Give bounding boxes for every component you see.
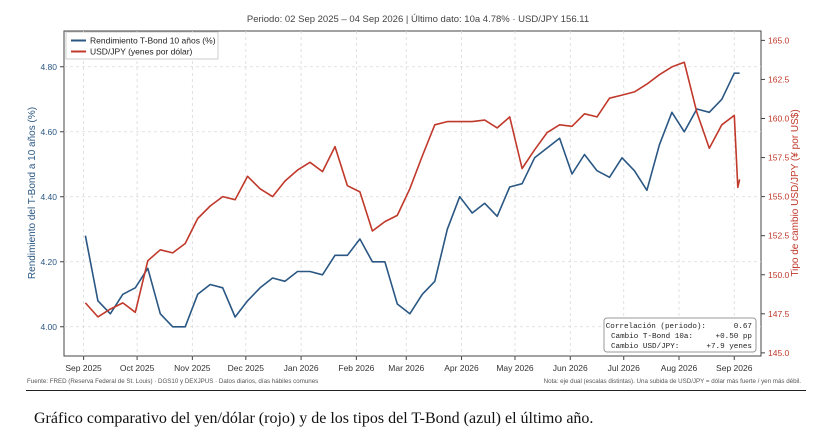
stats-box: Correlación (periodo): 0.67 Cambio T-Bon…	[603, 317, 757, 353]
y-left-tick-label: 4.40	[40, 192, 57, 202]
x-tick-label: Aug 2026	[661, 363, 698, 373]
y-left-tick-label: 4.80	[40, 62, 57, 72]
y-left-tick-label: 4.00	[40, 322, 57, 332]
y-right-tick-label: 147.5	[768, 309, 790, 319]
y-right-tick-label: 162.5	[768, 74, 790, 84]
x-tick-label: Mar 2026	[388, 363, 424, 373]
footer-note: Nota: eje dual (escalas distintas). Una …	[544, 378, 802, 385]
legend: Rendimiento T-Bond 10 años (%) USD/JPY (…	[65, 31, 219, 60]
footer-source: Fuente: FRED (Reserva Federal de St. Lou…	[27, 378, 318, 385]
x-tick-label: Feb 2026	[338, 363, 374, 373]
y-right-tick-label: 165.0	[768, 35, 790, 45]
series-line-usdjpy	[84, 61, 741, 318]
series-layer	[84, 61, 741, 328]
x-tick-label: Nov 2025	[174, 363, 211, 373]
x-tick-label: Sep 2025	[65, 363, 102, 373]
y-left-tick-label: 4.20	[40, 257, 57, 267]
x-tick-label: Jan 2026	[284, 363, 319, 373]
x-tick-label: Jul 2026	[608, 363, 640, 373]
x-tick-label: Oct 2025	[120, 363, 155, 373]
legend-label-usdjpy: USD/JPY (yenes por dólar)	[90, 47, 193, 57]
y-right-tick-label: 150.0	[768, 270, 790, 280]
stats-label-tbond: Cambio T-Bond 10a:	[611, 333, 693, 341]
y-right-tick-label: 145.0	[768, 348, 790, 358]
plot-frame	[63, 30, 762, 357]
stats-box-frame	[603, 317, 757, 353]
chart-title: Periodo: 02 Sep 2025 – 04 Sep 2026 | Últ…	[247, 14, 589, 25]
stats-value-usdjpy: +7.9 yenes	[706, 343, 752, 351]
caption: Gráfico comparativo del yen/dólar (rojo)…	[34, 410, 594, 427]
legend-box	[65, 31, 219, 60]
y-right-tick-label: 152.5	[768, 231, 790, 241]
y-right-tick-label: 160.0	[768, 114, 790, 124]
x-tick-label: Jun 2026	[553, 363, 588, 373]
x-tick-label: Sep 2026	[716, 363, 753, 373]
x-tick-label: Dec 2025	[228, 363, 265, 373]
stats-value-tbond: +0.50 pp	[716, 333, 753, 341]
stats-label-correlation: Correlación (periodo):	[606, 323, 706, 331]
y-right-tick-label: 157.5	[768, 153, 790, 163]
x-tick-label: May 2026	[496, 363, 534, 373]
series-line-tbond	[84, 72, 740, 328]
y-axis-right-label: Tipo de cambio USD/JPY (¥ por US$)	[790, 109, 801, 276]
axes: Sep 2025 Oct 2025 Nov 2025 Dec 2025 Jan 2026…	[40, 35, 789, 373]
stats-value-correlation: 0.67	[734, 323, 752, 331]
legend-label-tbond: Rendimiento T-Bond 10 años (%)	[90, 36, 216, 46]
y-axis-left-label: Rendimiento del T-Bond a 10 años (%)	[27, 107, 38, 279]
x-tick-label: Apr 2026	[444, 363, 479, 373]
stats-label-usdjpy: Cambio USD/JPY:	[611, 343, 679, 351]
y-left-tick-label: 4.60	[40, 127, 57, 137]
y-right-tick-label: 155.0	[768, 192, 790, 202]
